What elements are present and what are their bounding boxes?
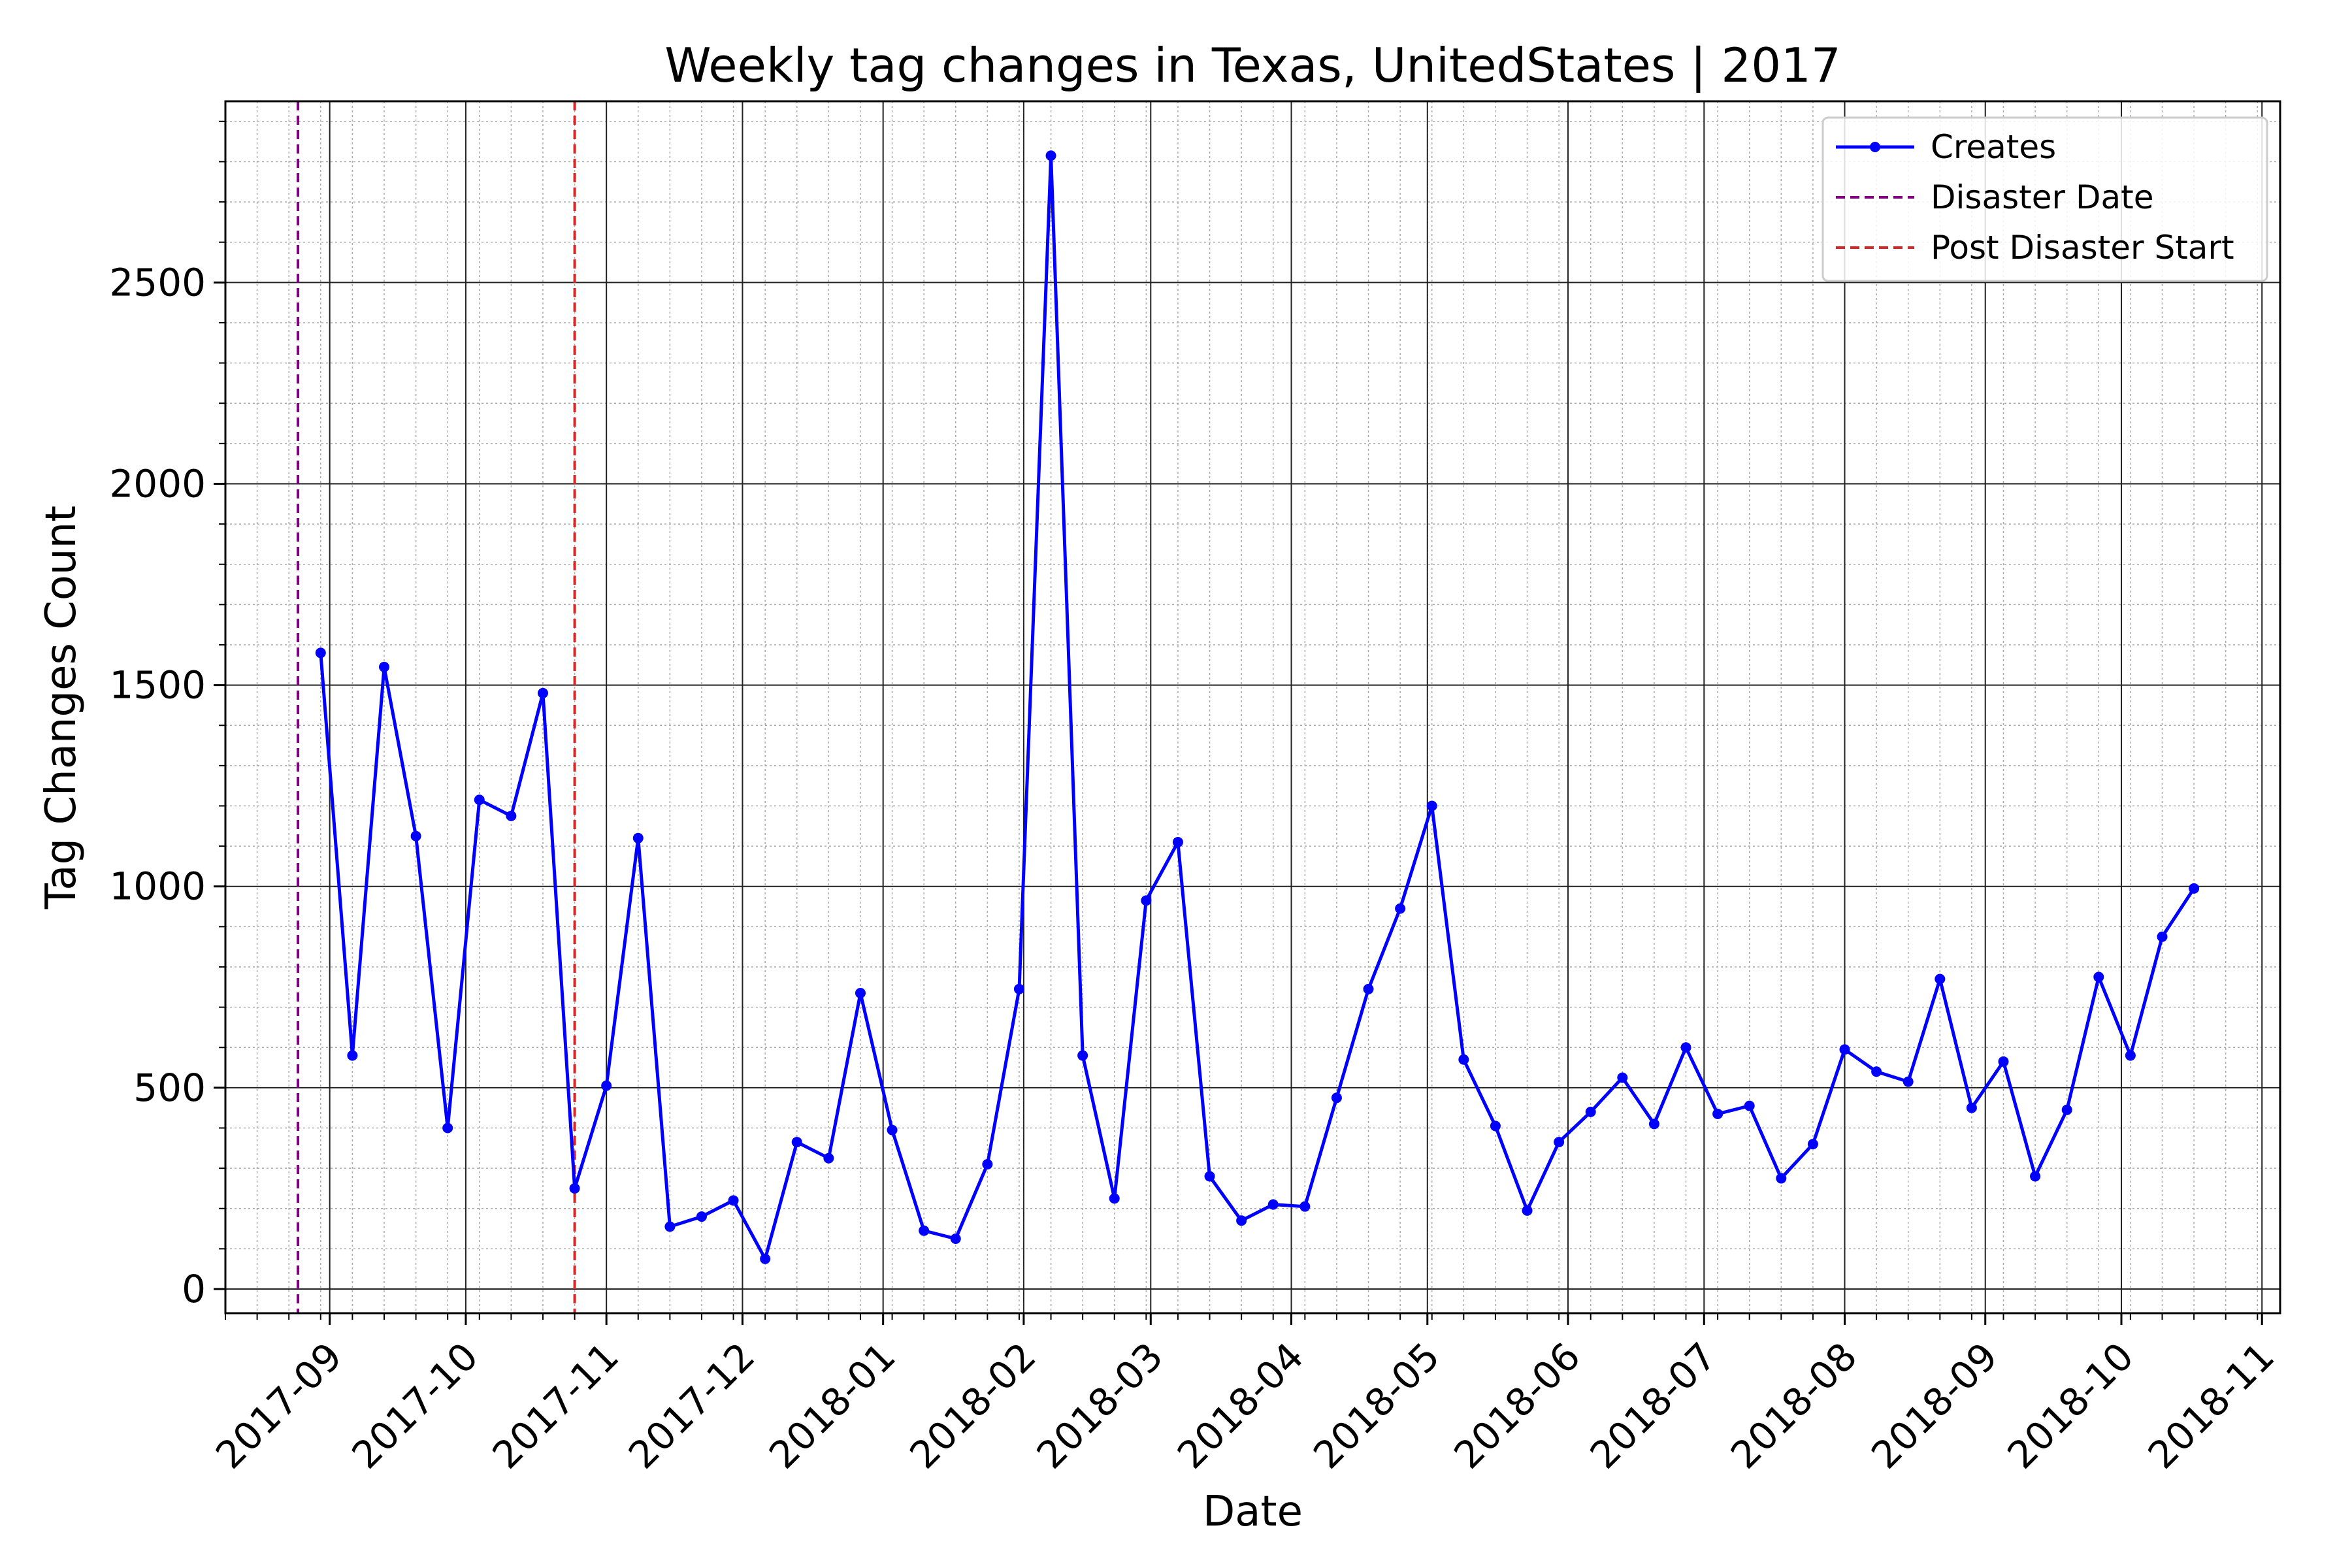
data-point (791, 1137, 802, 1148)
y-tick-label: 1000 (109, 864, 206, 909)
data-point (1490, 1120, 1501, 1132)
chart-title: Weekly tag changes in Texas, UnitedState… (664, 38, 1840, 93)
data-point (1680, 1042, 1691, 1053)
data-point (2093, 972, 2104, 983)
data-point (1045, 150, 1056, 161)
data-point (2125, 1050, 2136, 1061)
data-point (1013, 983, 1024, 994)
y-tick-label: 1500 (109, 663, 206, 708)
data-point (1299, 1201, 1311, 1212)
data-point (2157, 931, 2168, 942)
data-point (1776, 1173, 1787, 1184)
data-point (728, 1195, 739, 1206)
data-point (1648, 1119, 1659, 1130)
y-tick-label: 2000 (109, 461, 206, 506)
data-point (2061, 1104, 2072, 1115)
plot-frame (224, 100, 2281, 1315)
legend-label-post-disaster-start: Post Disaster Start (1931, 229, 2234, 267)
data-point (315, 647, 326, 659)
data-point (537, 687, 548, 698)
data-point (823, 1152, 834, 1164)
data-point (1903, 1076, 1914, 1087)
data-point (855, 988, 866, 999)
data-point (1109, 1193, 1120, 1204)
y-tick-label: 0 (182, 1267, 206, 1311)
legend-box (1821, 116, 2268, 282)
data-point (1522, 1205, 1533, 1216)
data-point (1712, 1108, 1723, 1119)
series-line-creates (319, 154, 2196, 1261)
y-tick-label: 500 (133, 1066, 206, 1110)
data-point (1998, 1056, 2009, 1067)
data-point (950, 1233, 961, 1244)
data-point (442, 1122, 453, 1134)
series-layer (315, 150, 2200, 1264)
data-point (982, 1158, 993, 1169)
data-point (760, 1253, 771, 1264)
data-point (569, 1183, 580, 1194)
data-point (506, 810, 517, 821)
data-point (1077, 1050, 1088, 1061)
data-point (1267, 1199, 1279, 1210)
data-point (1363, 983, 1374, 994)
y-tick-label: 2500 (109, 260, 206, 304)
data-point (1426, 800, 1437, 811)
data-point (887, 1124, 898, 1135)
data-point (1331, 1092, 1342, 1103)
y-axis-label: Tag Changes Count (37, 506, 86, 909)
data-point (1966, 1102, 1977, 1113)
data-point (474, 794, 485, 806)
major-grid (225, 101, 2280, 1313)
data-point (1458, 1054, 1469, 1065)
data-point (1172, 836, 1183, 847)
data-point (378, 661, 389, 672)
y-axis-ticks: 0 500 1000 1500 2000 2500 (109, 120, 225, 1311)
reference-lines (297, 101, 576, 1313)
data-point (1395, 903, 1406, 914)
data-point (1554, 1137, 1565, 1148)
data-point (1744, 1100, 1755, 1111)
data-point (347, 1050, 358, 1061)
data-point (2030, 1171, 2041, 1182)
data-point (664, 1221, 676, 1232)
data-point (2189, 883, 2200, 894)
data-point (1935, 973, 1946, 985)
data-point (1204, 1171, 1215, 1182)
data-point (601, 1080, 612, 1091)
data-point (919, 1225, 930, 1236)
data-point (410, 830, 421, 841)
data-point (1236, 1215, 1247, 1226)
data-point (1585, 1106, 1596, 1117)
legend-label-creates: Creates (1931, 128, 2056, 166)
data-point (1807, 1139, 1818, 1150)
data-point (1617, 1072, 1628, 1083)
data-point (1839, 1044, 1850, 1055)
legend: Creates Disaster Date Post Disaster Star… (1821, 116, 2268, 282)
legend-marker-creates (1870, 142, 1880, 152)
data-point (696, 1211, 707, 1222)
data-point (632, 832, 644, 843)
data-point (1871, 1066, 1882, 1077)
data-point (1141, 895, 1152, 906)
legend-label-disaster-date: Disaster Date (1931, 178, 2153, 216)
x-axis-label: Date (1203, 1488, 1303, 1536)
